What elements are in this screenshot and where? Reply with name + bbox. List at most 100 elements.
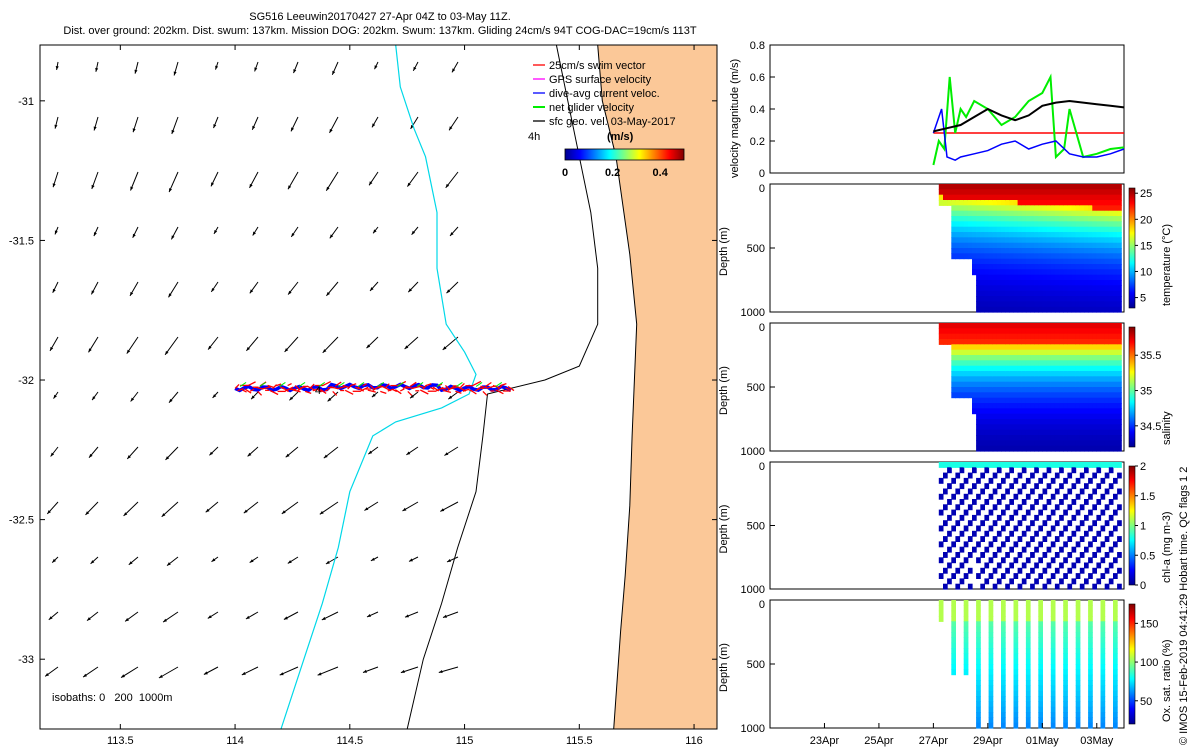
profile-cell <box>1017 339 1023 345</box>
profile-cell <box>1108 189 1114 196</box>
profile-cell <box>988 344 994 351</box>
swim-vector <box>497 385 503 391</box>
profile-cell <box>1030 365 1035 372</box>
profile-cell <box>1092 360 1097 367</box>
profile-cell <box>1054 194 1060 201</box>
profile-cell <box>1025 509 1031 516</box>
profile-cell <box>947 483 952 490</box>
profile-cell <box>1084 387 1089 393</box>
profile-cell <box>1063 557 1068 564</box>
profile-cell <box>1009 578 1014 585</box>
depth-tick-label: 1000 <box>741 584 765 596</box>
profile-cell <box>1013 621 1019 628</box>
profile-cell <box>1021 301 1027 308</box>
profile-cell <box>976 226 981 233</box>
profile-cell <box>992 253 998 260</box>
profile-cell <box>996 306 1002 313</box>
swim-vector <box>269 389 279 396</box>
profile-cell <box>955 328 961 335</box>
geo-vector-arrow <box>209 446 219 456</box>
profile-cell <box>1034 499 1039 505</box>
profile-cell <box>988 440 994 447</box>
profile-cell <box>1009 280 1014 286</box>
profile-cell <box>1054 339 1060 345</box>
profile-cell <box>1013 381 1019 388</box>
profile-cell <box>943 472 948 479</box>
profile-cell <box>996 381 1002 388</box>
profile-cell <box>1042 520 1048 527</box>
profile-cell <box>1042 339 1048 345</box>
profile-cell <box>1117 205 1122 212</box>
colorbar-tick-label: 2 <box>1140 461 1146 473</box>
profile-cell <box>1054 253 1060 260</box>
geo-vector-arrow <box>293 61 299 74</box>
geo-vector-arrow <box>210 281 219 293</box>
profile-cell <box>1113 445 1118 452</box>
profile-cell <box>1113 290 1118 297</box>
profile-cell <box>1088 557 1093 564</box>
profile-cell <box>1096 242 1102 249</box>
profile-cell <box>1100 210 1106 217</box>
profile-cell <box>1075 371 1081 377</box>
profile-cell <box>1117 520 1122 527</box>
profile-cell <box>1017 205 1023 212</box>
profile-cell <box>1104 285 1110 292</box>
profile-cell <box>1063 632 1068 638</box>
profile-cell <box>992 189 998 196</box>
profile-cell <box>1117 435 1122 441</box>
velocity-panel: 00.20.40.60.8 velocity magnitude (m/s) <box>729 40 1125 180</box>
profile-cell <box>1054 232 1060 238</box>
profile-cell <box>1050 701 1056 708</box>
profile-cell <box>1054 248 1060 254</box>
profile-cell <box>992 285 998 292</box>
profile-cell <box>1075 365 1081 372</box>
profile-cell <box>1038 355 1043 361</box>
profile-cell <box>951 610 956 617</box>
geo-vector-arrow <box>326 281 339 297</box>
profile-cell <box>1025 424 1031 431</box>
profile-cell <box>1059 344 1064 351</box>
profile-cell <box>1104 232 1110 238</box>
profile-cell <box>980 242 985 249</box>
time-tick-label: 29Apr <box>973 735 1003 747</box>
profile-cell <box>1092 365 1097 372</box>
profile-cell <box>1054 264 1060 270</box>
profile-cell <box>959 365 965 372</box>
profile-cell <box>1050 717 1056 724</box>
profile-cell <box>1017 296 1023 302</box>
profile-cell <box>1042 248 1048 254</box>
profile-cell <box>1059 530 1064 537</box>
profile-cell <box>1063 301 1068 308</box>
profile-cell <box>1050 200 1056 206</box>
profile-cell <box>1034 205 1039 212</box>
profile-cell <box>1084 530 1089 537</box>
profile-cell <box>1038 717 1043 724</box>
profile-cell <box>992 221 998 228</box>
profile-cell <box>1001 610 1006 617</box>
profile-cell <box>1108 429 1114 436</box>
profile-cell <box>1059 440 1064 447</box>
profile-cell <box>1009 210 1014 217</box>
profile-cell <box>1038 296 1043 302</box>
profile-cell <box>1005 536 1010 542</box>
profile-cell <box>1117 237 1122 244</box>
profile-cell <box>1050 184 1056 190</box>
profile-cell <box>980 274 985 281</box>
geo-vector-arrow <box>126 336 139 354</box>
profile-cell <box>1088 435 1093 441</box>
profile-cell <box>959 237 965 244</box>
profile-cell <box>1005 323 1010 329</box>
isobath-1000m <box>280 45 477 729</box>
profile-cell <box>1084 349 1089 356</box>
profile-cell <box>1096 237 1102 244</box>
profile-cell <box>1092 344 1097 351</box>
profile-cell <box>976 429 981 436</box>
geo-vector-arrow <box>164 336 179 356</box>
geo-vector-arrow <box>212 391 219 399</box>
profile-cell <box>1113 600 1118 606</box>
profile-cell <box>1113 541 1118 548</box>
profile-cell <box>992 269 998 276</box>
profile-cell <box>1005 274 1010 281</box>
profile-cell <box>1100 221 1106 228</box>
profile-cell <box>1108 274 1114 281</box>
